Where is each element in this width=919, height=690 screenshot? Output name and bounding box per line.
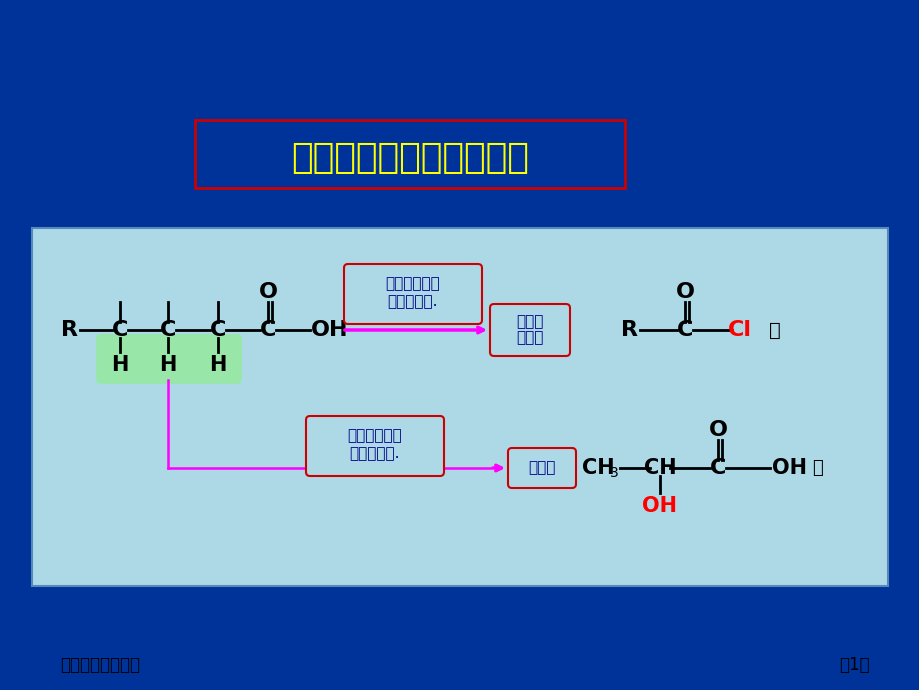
Text: 被其他原子或: 被其他原子或 [347,428,402,444]
Text: 原子团取代.: 原子团取代. [387,295,437,310]
Text: H: H [159,355,176,375]
Text: 被其他原子或: 被其他原子或 [385,277,440,291]
Text: 取代酸: 取代酸 [528,460,555,475]
Text: C: C [112,320,128,340]
Text: 等: 等 [768,320,780,339]
FancyBboxPatch shape [306,416,444,476]
FancyBboxPatch shape [344,264,482,324]
Text: 3: 3 [609,466,618,480]
Text: C: C [676,320,692,340]
Text: Cl: Cl [727,320,751,340]
Text: R: R [62,320,78,340]
Text: CH: CH [581,458,614,478]
Text: 第1页: 第1页 [838,656,869,674]
FancyBboxPatch shape [195,120,624,188]
Text: 原子团取代.: 原子团取代. [349,446,400,462]
FancyBboxPatch shape [96,335,241,383]
Text: OH: OH [772,458,807,478]
Text: OH: OH [311,320,348,340]
FancyBboxPatch shape [507,448,575,488]
Text: OH: OH [641,496,676,516]
Text: O: O [708,420,727,440]
Text: 等: 等 [811,459,823,477]
Text: 羧酸取代酸和羧酸衍生物: 羧酸取代酸和羧酸衍生物 [290,141,528,175]
Text: C: C [259,320,276,340]
FancyBboxPatch shape [490,304,570,356]
Text: O: O [675,282,694,302]
FancyBboxPatch shape [32,228,887,586]
Text: 羧酸的: 羧酸的 [516,315,543,330]
Text: O: O [258,282,278,302]
Text: R: R [621,320,638,340]
Text: 宁德职业技术学院: 宁德职业技术学院 [60,656,140,674]
Text: C: C [709,458,725,478]
Text: CH: CH [643,458,675,478]
Text: 衍生物: 衍生物 [516,331,543,346]
Text: C: C [210,320,226,340]
Text: H: H [210,355,226,375]
Text: H: H [111,355,129,375]
Text: C: C [160,320,176,340]
